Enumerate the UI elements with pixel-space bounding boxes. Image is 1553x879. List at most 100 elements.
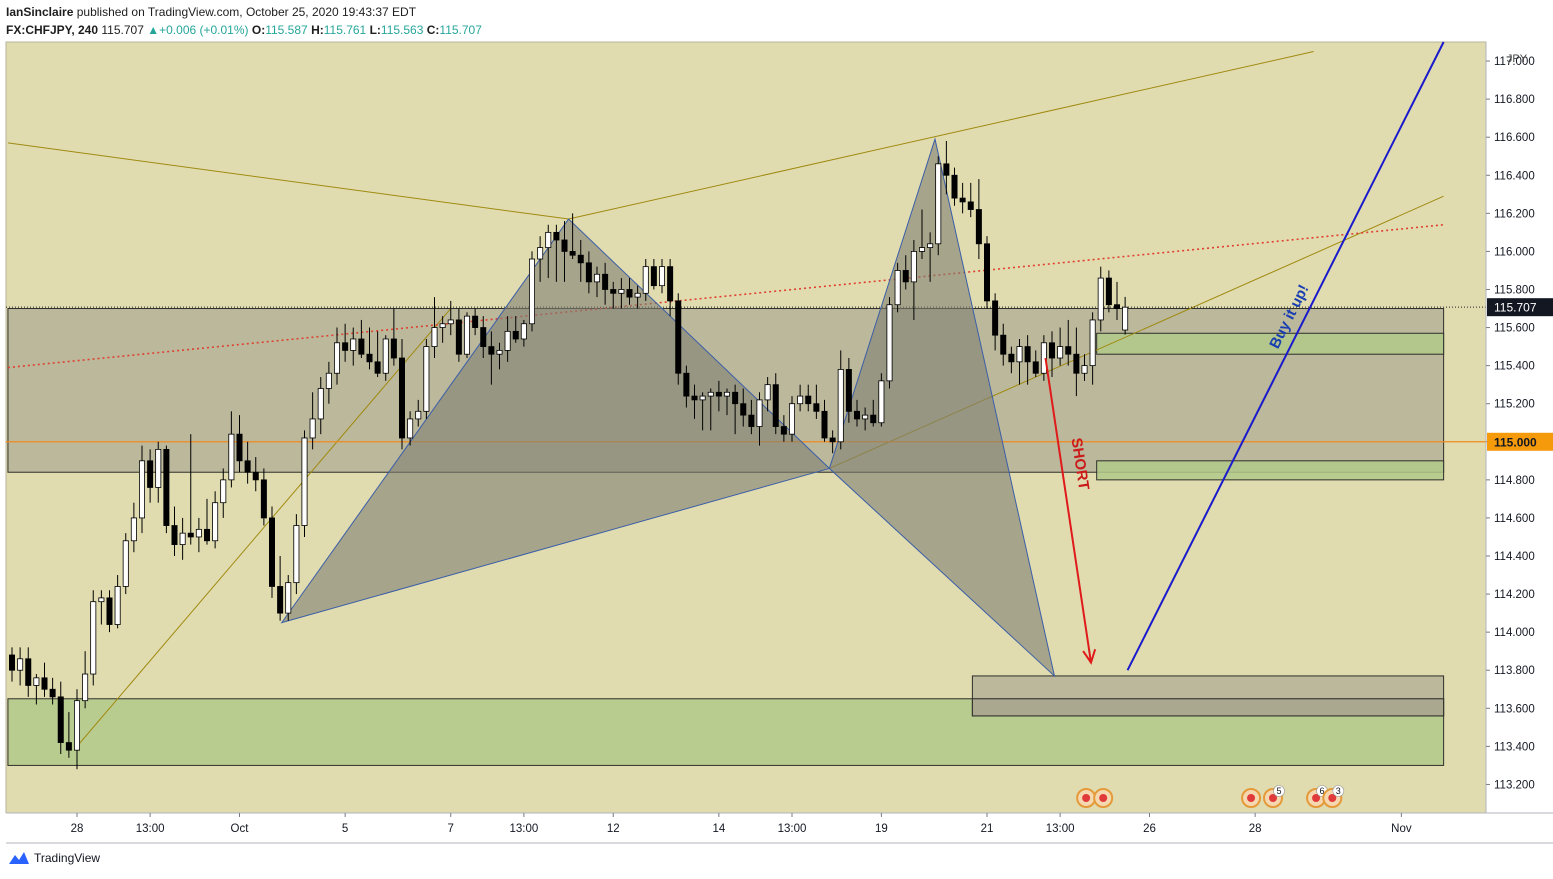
candle-body-bull bbox=[837, 369, 844, 443]
candle bbox=[707, 388, 714, 431]
candle bbox=[585, 251, 592, 294]
ohlc-legend: FX:CHFJPY, 240 115.707 ▲+0.006 (+0.01%) … bbox=[6, 23, 482, 37]
candle-body-bull bbox=[138, 460, 145, 519]
time-tick-label: 13:00 bbox=[1046, 823, 1075, 835]
candle bbox=[545, 224, 552, 279]
lower-rising-trendline bbox=[76, 308, 452, 747]
time-tick-label: 12 bbox=[607, 823, 620, 835]
time-tick-label: 13:00 bbox=[136, 823, 165, 835]
candle bbox=[147, 449, 154, 503]
candle bbox=[618, 278, 625, 309]
candle bbox=[260, 468, 267, 526]
candle bbox=[699, 392, 706, 431]
candle bbox=[1016, 338, 1023, 385]
tradingview-logo-icon bbox=[9, 852, 29, 864]
candle bbox=[569, 213, 576, 260]
candle-body-bull bbox=[382, 338, 389, 374]
candle-body-bull bbox=[74, 700, 81, 751]
candle-body-bear bbox=[561, 239, 568, 252]
time-tick-label: 26 bbox=[1143, 823, 1156, 835]
candle bbox=[33, 674, 40, 705]
candle bbox=[1081, 354, 1088, 381]
tradingview-brand[interactable]: TradingView bbox=[8, 851, 100, 865]
candle-body-bear bbox=[57, 696, 64, 743]
candle-body-bear bbox=[398, 357, 405, 439]
candle-body-bear bbox=[829, 437, 836, 443]
candle bbox=[886, 297, 893, 389]
candle-body-bear bbox=[187, 532, 194, 538]
candle-body-bull bbox=[618, 289, 625, 294]
candle-body-bull bbox=[285, 582, 292, 614]
symbol-label[interactable]: FX:CHFJPY, 240 bbox=[6, 23, 99, 37]
candle bbox=[683, 365, 690, 408]
candle-body-bull bbox=[407, 418, 414, 439]
candle-body-bull bbox=[529, 258, 536, 325]
low-value: 115.563 bbox=[380, 23, 424, 37]
candle bbox=[967, 182, 974, 218]
candle-body-bear bbox=[854, 410, 861, 420]
candle bbox=[398, 338, 405, 450]
candle-body-bear bbox=[975, 209, 982, 245]
candle-body-bull bbox=[82, 673, 89, 702]
candle-body-bull bbox=[634, 292, 641, 298]
high-value: 115.761 bbox=[323, 23, 367, 37]
candle bbox=[74, 689, 81, 770]
candle bbox=[382, 335, 389, 381]
price-tick-label: 115.600 bbox=[1494, 323, 1535, 335]
candle bbox=[870, 399, 877, 427]
candle bbox=[675, 293, 682, 385]
candle bbox=[1032, 350, 1039, 378]
time-tick-label: 19 bbox=[875, 823, 888, 835]
candle-body-bear bbox=[984, 243, 991, 302]
event-count-badge bbox=[1273, 785, 1285, 797]
candle bbox=[837, 350, 844, 450]
candle-body-bull bbox=[155, 448, 162, 488]
candle-body-bull bbox=[756, 399, 763, 427]
last-price-value: 115.707 bbox=[101, 23, 144, 37]
close-value: 115.707 bbox=[439, 23, 482, 37]
candle-body-bull bbox=[90, 601, 97, 675]
price-tick-label: 116.000 bbox=[1494, 246, 1535, 258]
change-value: +0.006 (+0.01%) bbox=[159, 23, 249, 37]
candle bbox=[659, 259, 666, 294]
candle bbox=[277, 556, 284, 621]
candle bbox=[789, 396, 796, 442]
candle-body-bull bbox=[927, 243, 934, 248]
candle-body-bear bbox=[602, 273, 609, 290]
publisher-name[interactable]: IanSinclaire bbox=[6, 5, 74, 19]
last-price-badge bbox=[1487, 298, 1553, 317]
right-green-box-upper bbox=[1096, 332, 1445, 355]
candle-body-bull bbox=[301, 437, 308, 526]
candle bbox=[374, 331, 381, 378]
candle bbox=[829, 430, 836, 454]
candle bbox=[439, 316, 446, 343]
event-marker-dot bbox=[1247, 794, 1256, 802]
event-marker bbox=[1241, 788, 1262, 808]
candle-body-bear bbox=[577, 254, 584, 264]
candle bbox=[285, 575, 292, 621]
candle-body-bull bbox=[98, 597, 105, 603]
candle-body-bull bbox=[439, 323, 446, 328]
candle-body-bull bbox=[659, 266, 666, 287]
candle bbox=[350, 327, 357, 366]
time-tick-label: 13:00 bbox=[778, 823, 807, 835]
candle-body-bear bbox=[715, 391, 722, 397]
candle bbox=[212, 491, 219, 549]
pattern-triangle-xab bbox=[280, 218, 831, 624]
candle bbox=[919, 209, 926, 260]
candle-body-bull bbox=[212, 502, 219, 542]
candle-body-bear bbox=[1105, 277, 1112, 306]
time-axis-bg bbox=[0, 813, 1553, 843]
candle bbox=[715, 380, 722, 412]
candle-body-bear bbox=[277, 586, 284, 614]
candle-body-bull bbox=[423, 346, 430, 412]
candle bbox=[114, 575, 121, 629]
candle bbox=[447, 300, 454, 336]
candle-body-bull bbox=[463, 315, 470, 355]
candle-body-bull bbox=[894, 270, 901, 306]
candle bbox=[333, 327, 340, 385]
candle-body-bull bbox=[447, 319, 454, 325]
candle bbox=[1122, 296, 1129, 335]
time-tick-label: Oct bbox=[231, 823, 250, 835]
